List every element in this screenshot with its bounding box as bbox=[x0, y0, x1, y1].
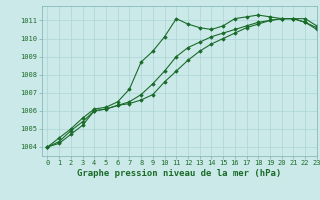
X-axis label: Graphe pression niveau de la mer (hPa): Graphe pression niveau de la mer (hPa) bbox=[77, 169, 281, 178]
